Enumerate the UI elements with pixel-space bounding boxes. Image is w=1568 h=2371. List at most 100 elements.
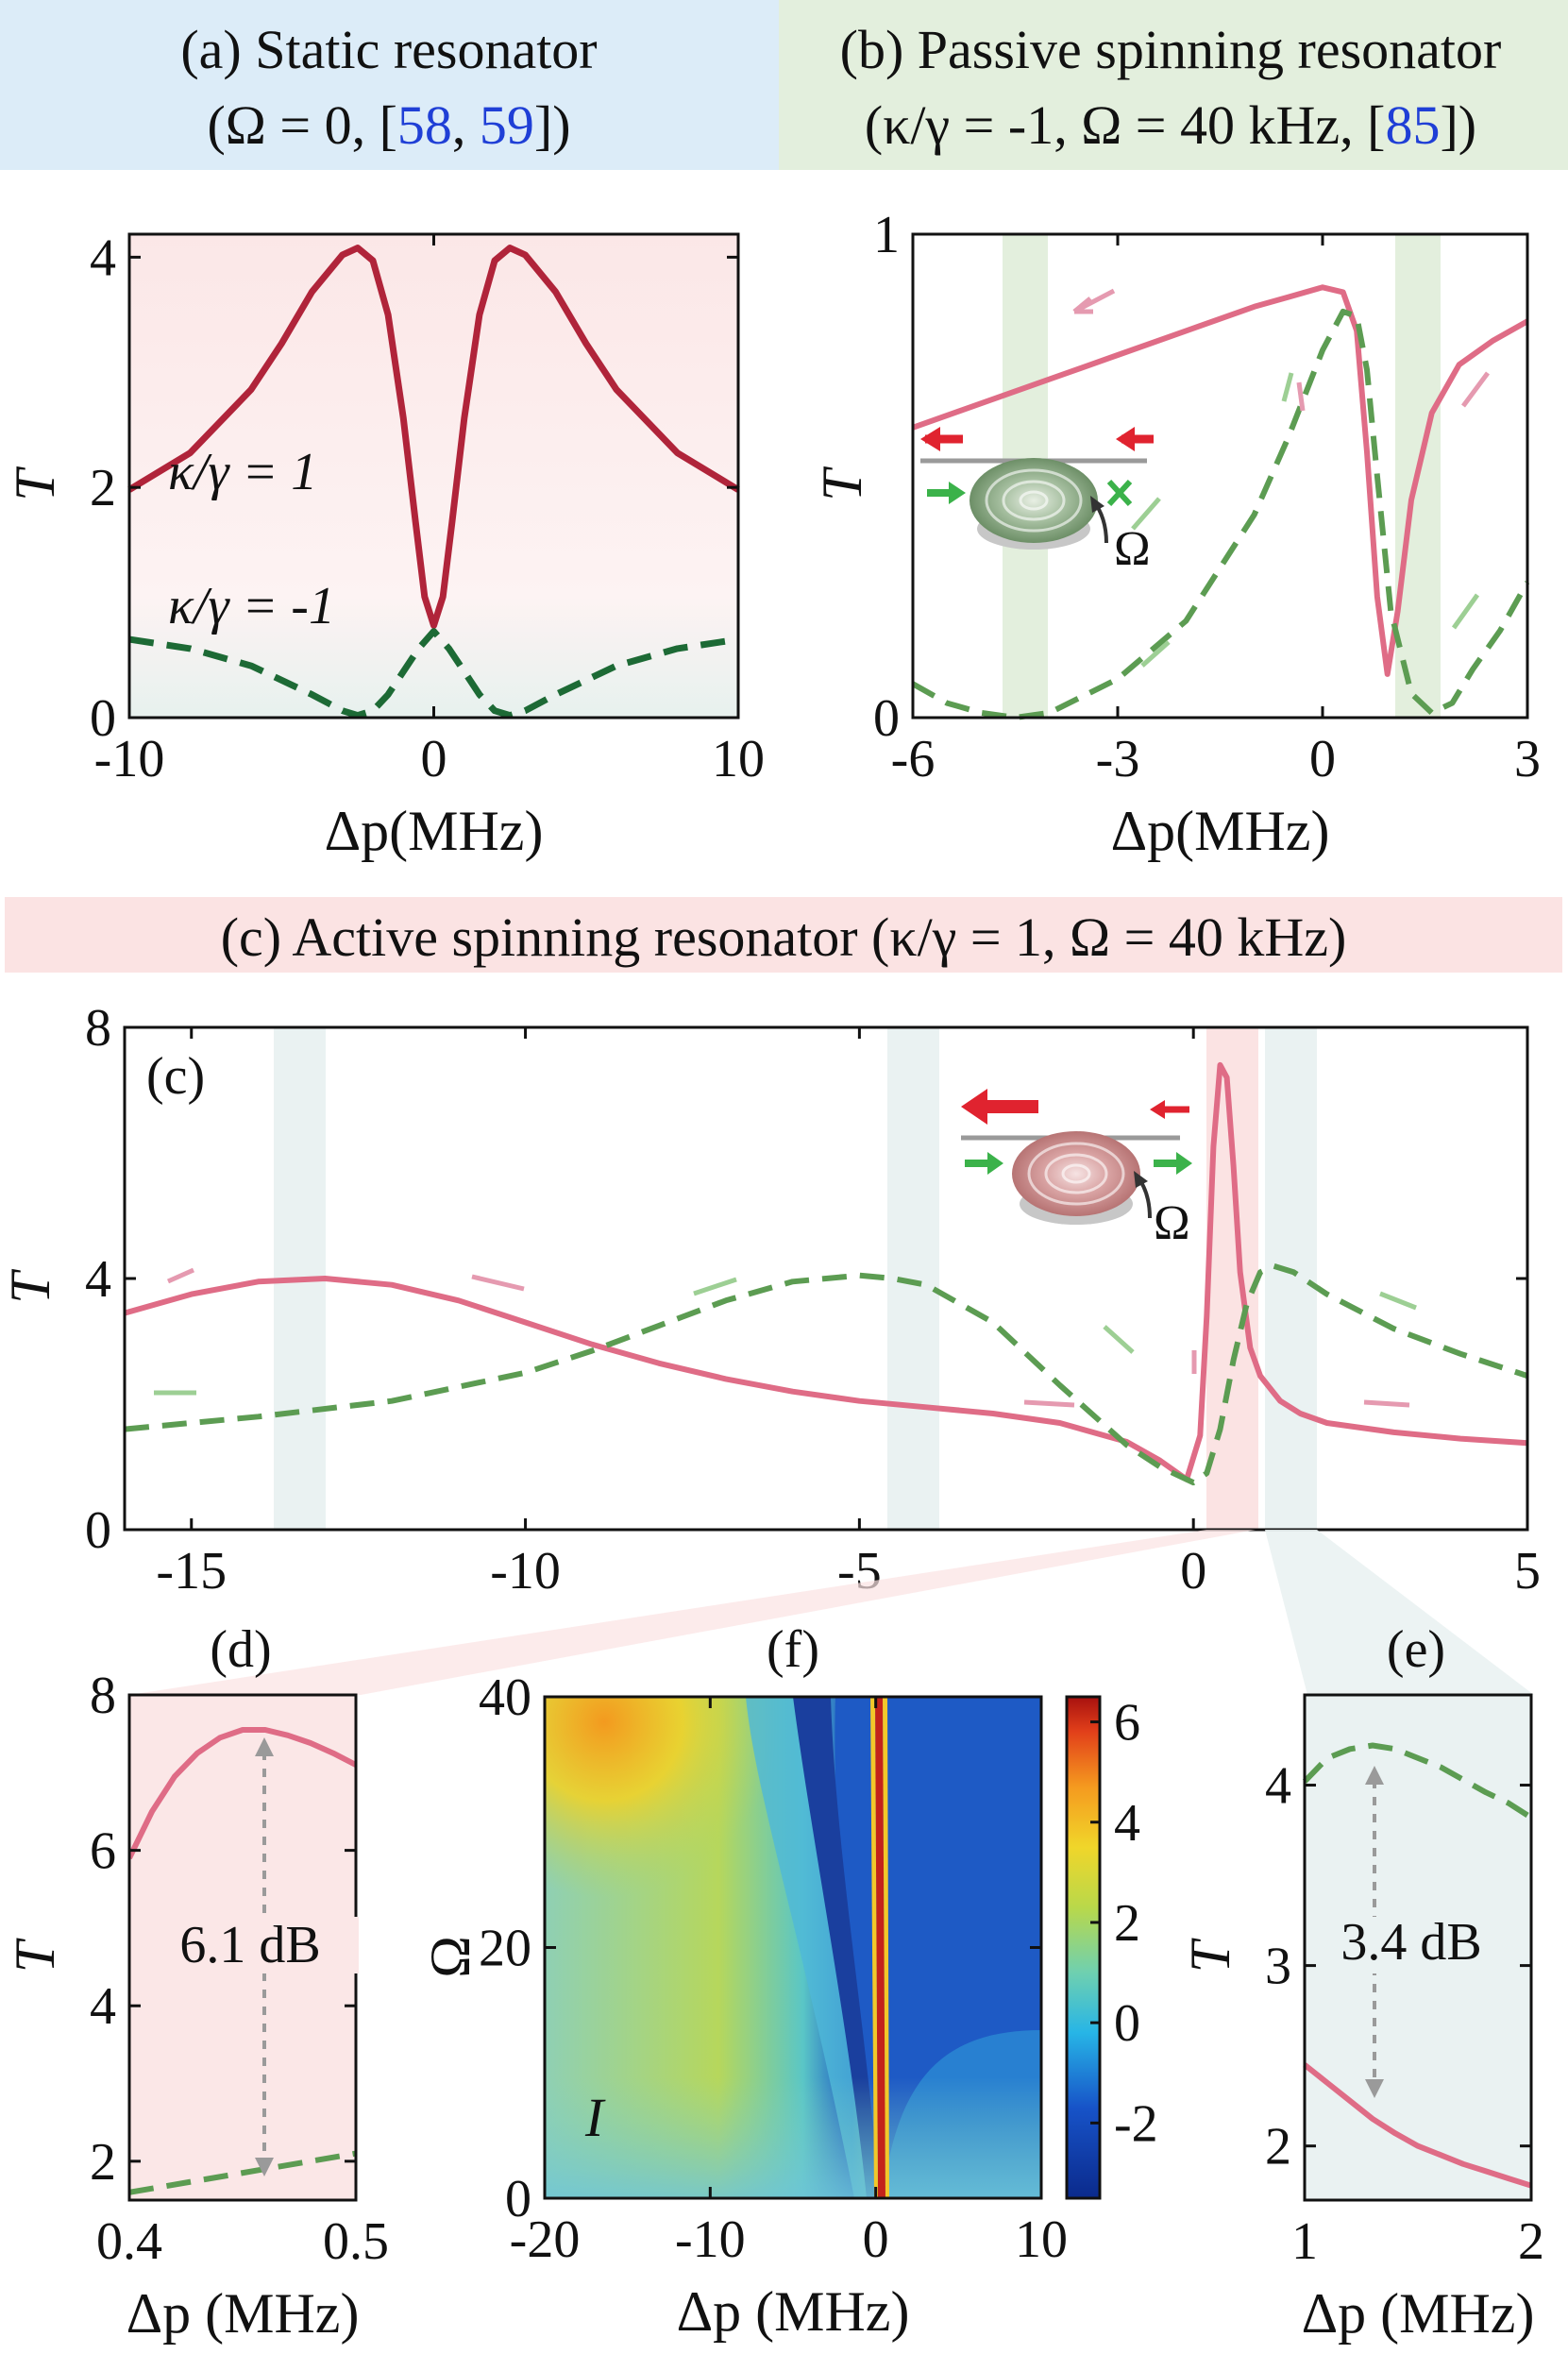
resonator-c-ring-2: [1044, 1153, 1108, 1194]
header-a: (a) Static resonator (Ω = 0, [58, 59]): [0, 0, 779, 170]
y-axis-label: T: [1179, 1938, 1241, 1973]
series-line-d-1: [129, 2150, 356, 2195]
x-tick-label: 2: [1518, 2212, 1544, 2271]
x-tick-label: 0.5: [323, 2212, 389, 2271]
colorbar-tick-label: 4: [1114, 1794, 1140, 1853]
y-tick-label: 0: [85, 1501, 111, 1560]
y-axis-label: T: [0, 1269, 61, 1304]
arrow-red-left-2-head: [1116, 427, 1135, 451]
y-tick-label: 0: [90, 689, 116, 748]
panel-f-axes: -20 -10 0 10 0 20 40 Δp (MHz) Ω: [419, 1668, 1068, 2343]
gain-annotation-d: 6.1 dB: [179, 1916, 320, 1974]
header-c: (c) Active spinning resonator (κ/γ = 1, …: [5, 897, 1562, 973]
arrow-green-1: [1131, 497, 1161, 531]
dim-arrow-e-top: [1365, 1766, 1384, 1785]
panel-b-plot: [911, 284, 1529, 720]
panel-b-arrows: [1072, 288, 1491, 668]
arrow-c-green-out-head: [1176, 1152, 1192, 1175]
arrow-c-red-big-head: [961, 1089, 987, 1125]
y-tick-label: 6: [90, 1822, 116, 1881]
header-b-params: (κ/γ = -1, Ω = 40 kHz, [85]): [865, 94, 1476, 156]
arrow-pink-3: [1460, 371, 1491, 408]
heatmap-cyan-band: [746, 1697, 883, 2198]
y-tick-label: 3: [1265, 1938, 1291, 1996]
ref-58-link[interactable]: 58: [397, 94, 452, 156]
heatmap-yellow-ridge-l: [870, 1697, 878, 2198]
rotation-arrow-c-head: [1134, 1171, 1148, 1188]
panel-b: -6 -3 0 3 0 1 Δp(MHz) T: [811, 206, 1541, 862]
arrow-c-pink-2: [471, 1274, 525, 1292]
header-b-params-post: ]): [1440, 94, 1476, 156]
header-b-title: (b) Passive spinning resonator: [840, 19, 1502, 80]
annotation-e-bg: [1317, 1917, 1515, 1973]
panel-b-axes: -6 -3 0 3 0 1 Δp(MHz) T: [811, 206, 1541, 862]
heatmap-red-ridge: [875, 1697, 885, 2198]
arrow-pink-2: [1296, 381, 1306, 412]
arrow-green-3: [1281, 372, 1294, 402]
series-label-kappa-pos: κ/γ = 1: [168, 443, 317, 501]
series-line-d-0: [129, 1727, 356, 1860]
header-b-bg: [779, 0, 1568, 170]
x-axis-label: Δp (MHz): [126, 2282, 360, 2345]
gain-annotation-e: 3.4 dB: [1340, 1913, 1481, 1972]
y-axis-label: T: [4, 466, 66, 501]
x-axis-label: Δp (MHz): [677, 2280, 910, 2343]
series-line-c-1: [124, 1262, 1528, 1486]
header-b: (b) Passive spinning resonator (κ/γ = -1…: [779, 0, 1568, 170]
arrow-red-left-1-head: [920, 427, 940, 451]
x-tick-label: -10: [675, 2210, 746, 2269]
resonator-c-ring-1: [1027, 1142, 1125, 1206]
header-a-params: (Ω = 0, [58, 59]): [207, 94, 570, 156]
y-tick-label: 40: [479, 1668, 531, 1727]
dim-arrow-d-top: [255, 1737, 274, 1756]
series-line-e-1: [1303, 2062, 1532, 2189]
panel-c-resonator-inset: Ω: [961, 1089, 1192, 1250]
colorbar: [1065, 1695, 1102, 2200]
annotation-d-bg: [160, 1917, 359, 1973]
arrow-c-pink-5: [1363, 1399, 1410, 1408]
header-a-params-pre: (Ω = 0, [: [207, 94, 396, 156]
y-tick-label: 4: [90, 229, 116, 287]
x-tick-label: 0: [1180, 1542, 1206, 1600]
arrow-green-4: [1451, 593, 1480, 630]
y-tick-label: 2: [1265, 2118, 1291, 2176]
arrow-pink-1-head: [1072, 296, 1093, 314]
ref-59-link[interactable]: 59: [480, 94, 534, 156]
x-tick-label: 1: [1291, 2212, 1318, 2271]
resonator-ring-2: [1002, 480, 1066, 521]
arrow-c-green-in-head: [987, 1152, 1003, 1175]
colorbar-tick-label: 2: [1114, 1894, 1140, 1953]
panel-a-bg: [129, 234, 738, 718]
x-tick-label: -6: [891, 730, 936, 788]
header-a-title: (a) Static resonator: [180, 19, 597, 80]
y-tick-label: 8: [85, 999, 111, 1058]
panel-f-label: (f): [767, 1620, 819, 1679]
arrow-green-2: [1140, 640, 1171, 668]
arrow-c-pink-1: [166, 1267, 195, 1284]
y-axis-label: T: [811, 466, 873, 501]
arrow-c-green-3: [1103, 1325, 1135, 1354]
heatmap-yellow-ridge-r: [883, 1697, 889, 2198]
panel-a-plot: [127, 245, 740, 720]
resonator-c-ring-3: [1061, 1163, 1091, 1184]
series-label-kappa-neg: κ/γ = -1: [168, 577, 335, 635]
resonator-ring-3: [1019, 490, 1049, 511]
x-tick-label: -10: [490, 1542, 561, 1600]
header-c-title: (c) Active spinning resonator (κ/γ = 1, …: [221, 906, 1347, 968]
heatmap-inner-label: I: [584, 2087, 606, 2148]
panel-e-label: (e): [1387, 1620, 1445, 1679]
x-axis-label: Δp(MHz): [1111, 800, 1330, 862]
heatmap: [545, 1697, 1041, 2198]
arrow-c-green-2: [693, 1277, 737, 1296]
y-tick-label: 2: [90, 2133, 116, 2192]
arrow-c-pink-3: [1023, 1399, 1075, 1408]
panel-d-label: (d): [210, 1620, 271, 1679]
dim-arrow-d-bottom: [255, 2158, 274, 2176]
series-line-a-0: [127, 245, 740, 629]
ref-85-link[interactable]: 85: [1385, 94, 1440, 156]
panel-b-resonator-inset: Ω: [920, 427, 1154, 576]
panel-c-plot: [124, 1061, 1528, 1486]
